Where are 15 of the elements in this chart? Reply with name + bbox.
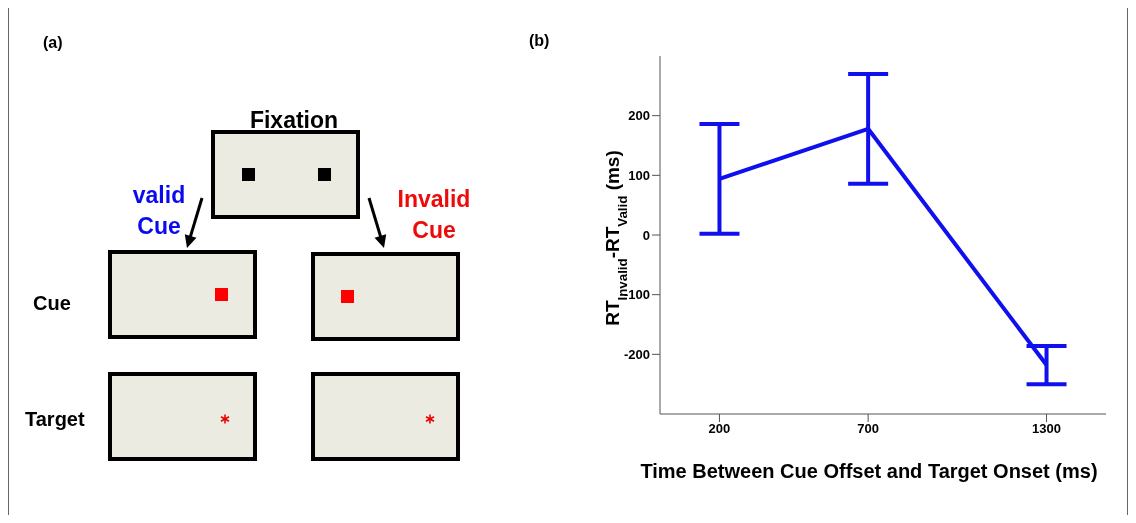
x-axis-title: Time Between Cue Offset and Target Onset (ms)	[639, 460, 1099, 483]
text: Fixation	[248, 106, 340, 135]
x-tick-label: 700	[857, 421, 879, 437]
text: Invalid Cue	[396, 185, 472, 246]
y-tick-label: -200	[623, 346, 650, 362]
text: (a)	[43, 34, 63, 52]
y-tick-label: 0	[642, 227, 650, 243]
text: Target	[25, 407, 86, 432]
text: Cue	[33, 291, 72, 316]
y-tick-label: 100	[628, 167, 650, 183]
chart-title: (b)	[529, 32, 550, 50]
x-tick-label: 200	[708, 421, 731, 437]
x-tick-label: 1300	[1032, 421, 1061, 437]
y-tick-label: 200	[628, 108, 650, 124]
text: valid Cue	[131, 181, 187, 242]
